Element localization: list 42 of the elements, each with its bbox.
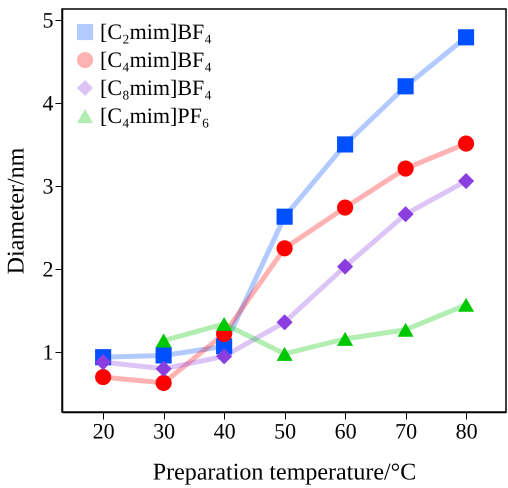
x-axis-title: Preparation temperature/°C <box>152 460 416 486</box>
y-axis-title: Diameter/nm <box>4 147 30 274</box>
point <box>398 206 414 222</box>
point <box>156 374 172 391</box>
y-tick-label: 3 <box>42 173 54 198</box>
point <box>337 200 354 216</box>
point <box>276 208 293 225</box>
x-tick-label: 70 <box>395 418 418 444</box>
point <box>458 298 474 312</box>
point <box>337 332 354 346</box>
legend-label: [C₄mim]PF₆ <box>100 103 210 128</box>
point <box>95 354 112 370</box>
point <box>458 136 474 152</box>
x-tick-label: 50 <box>274 418 296 444</box>
point <box>276 346 293 361</box>
point <box>398 160 414 177</box>
y-tick-label: 4 <box>42 90 54 116</box>
point <box>216 316 232 331</box>
x-tick-label: 80 <box>456 418 478 444</box>
x-tick-label: 60 <box>334 418 357 444</box>
legend-label: [C₂mim]BF₄ <box>100 19 212 44</box>
x-tick-label: 40 <box>214 418 236 444</box>
y-tick-label: 1 <box>42 340 54 365</box>
point <box>276 240 293 256</box>
point <box>458 172 474 190</box>
point <box>398 78 414 94</box>
point <box>95 369 112 386</box>
point <box>216 348 232 364</box>
point <box>276 314 293 330</box>
point <box>156 347 172 364</box>
point <box>337 136 354 153</box>
legend-label: [C₈mim]BF₄ <box>100 75 212 100</box>
point <box>156 360 172 377</box>
x-tick-label: 20 <box>92 418 115 444</box>
point <box>337 258 354 275</box>
y-tick-label: 2 <box>42 256 54 282</box>
x-tick-label: 30 <box>153 418 176 444</box>
point <box>458 29 474 46</box>
legend-label: [C₄mim]BF₄ <box>100 47 212 72</box>
point <box>156 334 172 348</box>
point <box>398 322 414 337</box>
y-tick-label: 5 <box>42 7 54 32</box>
